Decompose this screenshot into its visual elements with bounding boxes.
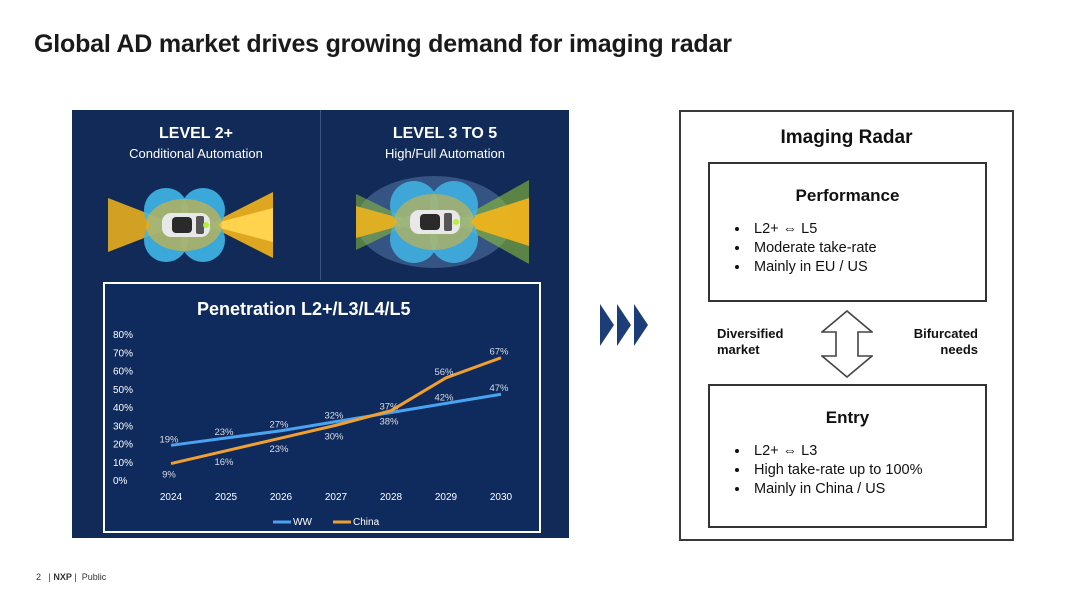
data-label: 19% [159,434,179,445]
automation-levels-panel: LEVEL 2+ Conditional Automation LEVEL 3 … [72,110,569,538]
y-tick-label: 20% [113,440,133,451]
data-label: 56% [434,367,454,378]
legend-label: China [353,517,380,528]
x-tick-label: 2029 [435,492,458,503]
page-number: 2 [36,572,42,582]
series-line-china [170,356,502,466]
performance-box: Performance L2+ ⇔ L5 Moderate take-rate … [708,162,987,302]
slide-title: Global AD market drives growing demand f… [34,30,732,58]
bifurcated-needs-label: Bifurcated needs [914,326,978,358]
triple-chevron-arrow-icon [600,304,648,346]
data-label: 47% [489,383,509,394]
label-line: Bifurcated [913,326,978,341]
level-3-5-car-sensor-illustration [356,176,529,268]
x-tick-label: 2024 [160,492,183,503]
label-line: needs [940,342,978,357]
legend-label: WW [293,517,312,528]
entry-box: Entry L2+ ⇔ L3 High take-rate up to 100%… [708,384,987,528]
penetration-line-chart: Penetration L2+/L3/L4/L5 0% 10% 20% 30% 40% 5… [113,299,513,528]
data-label: 30% [324,431,344,442]
level-2-subtitle: Conditional Automation [129,146,263,161]
level-2-car-sensor-illustration [108,188,273,262]
y-tick-label: 30% [113,421,133,432]
double-arrow-icon [821,310,873,378]
list-item: L2+ ⇔ L3 [750,442,985,461]
data-label: 38% [379,417,399,428]
x-tick-label: 2028 [380,492,403,503]
diversified-market-label: Diversified market [717,326,783,358]
data-label: 32% [324,411,344,422]
y-tick-label: 60% [113,367,133,378]
data-label: 67% [489,347,509,358]
data-label: 37% [379,401,399,412]
entry-bullets: L2+ ⇔ L3 High take-rate up to 100% Mainl… [710,442,985,499]
level-3-5-subtitle: High/Full Automation [385,146,505,161]
level-2-header: LEVEL 2+ Conditional Automation [72,125,320,161]
x-tick-label: 2027 [325,492,348,503]
data-label: 42% [434,392,454,403]
data-label: 9% [162,470,176,481]
imaging-radar-panel: Imaging Radar Performance L2+ ⇔ L5 Moder… [679,110,1014,541]
penetration-chart-box: Penetration L2+/L3/L4/L5 0% 10% 20% 30% 40% 5… [103,282,541,533]
data-label: 16% [214,457,234,468]
data-label: 23% [214,427,234,438]
list-item: Mainly in EU / US [750,258,985,277]
y-tick-label: 70% [113,348,133,359]
level-2-title: LEVEL 2+ [159,125,233,142]
list-item: L2+ ⇔ L5 [750,220,985,239]
performance-title: Performance [795,186,900,205]
label-line: market [717,342,760,357]
y-tick-label: 50% [113,385,133,396]
footer: 2 | NXP | Public [36,572,107,582]
list-item: Mainly in China / US [750,480,985,499]
level-3-5-title: LEVEL 3 TO 5 [392,125,498,142]
panel-divider [320,110,321,280]
x-tick-label: 2026 [270,492,293,503]
level-3-5-header: LEVEL 3 TO 5 High/Full Automation [321,125,569,161]
entry-title: Entry [825,408,870,427]
x-tick-label: 2030 [490,492,513,503]
performance-bullets: L2+ ⇔ L5 Moderate take-rate Mainly in EU… [710,220,985,277]
imaging-radar-title: Imaging Radar [780,127,913,148]
y-tick-label: 0% [113,476,128,487]
brand-name: NXP [53,572,72,582]
series-line-ww [170,392,502,447]
label-line: Diversified [717,326,784,341]
data-label: 27% [269,420,289,431]
list-item: Moderate take-rate [750,239,985,258]
classification: Public [81,572,107,582]
data-label: 23% [269,444,289,455]
y-tick-label: 80% [113,330,133,341]
y-tick-label: 40% [113,403,133,414]
x-tick-label: 2025 [215,492,238,503]
y-tick-label: 10% [113,458,133,469]
chart-title: Penetration L2+/L3/L4/L5 [197,299,411,319]
list-item: High take-rate up to 100% [750,461,985,480]
